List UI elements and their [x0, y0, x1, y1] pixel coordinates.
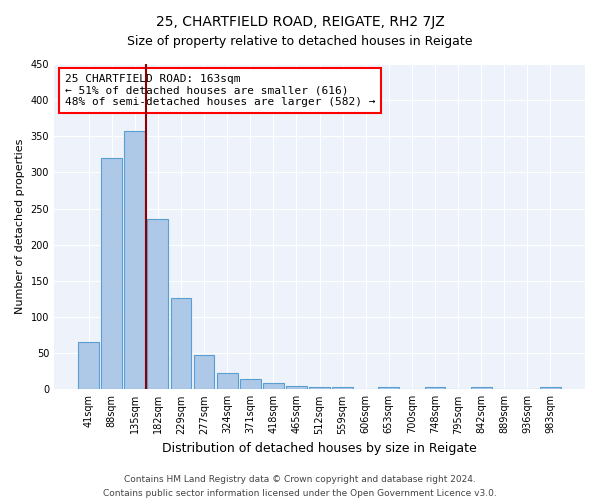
Bar [194, 356, 214, 390]
Text: Size of property relative to detached houses in Reigate: Size of property relative to detached ho… [127, 35, 473, 48]
X-axis label: Distribution of detached houses by size in Reigate: Distribution of detached houses by size … [162, 442, 477, 455]
Bar [78, 342, 99, 390]
Bar [217, 372, 238, 390]
Bar [332, 387, 353, 390]
Bar [148, 220, 168, 390]
Bar [379, 387, 399, 390]
Bar [101, 158, 122, 390]
Bar [240, 379, 260, 390]
Bar [425, 387, 445, 390]
Text: 25 CHARTFIELD ROAD: 163sqm
← 51% of detached houses are smaller (616)
48% of sem: 25 CHARTFIELD ROAD: 163sqm ← 51% of deta… [65, 74, 375, 107]
Bar [309, 387, 330, 390]
Y-axis label: Number of detached properties: Number of detached properties [15, 139, 25, 314]
Bar [286, 386, 307, 390]
Bar [471, 387, 491, 390]
Bar [124, 130, 145, 390]
Text: Contains HM Land Registry data © Crown copyright and database right 2024.
Contai: Contains HM Land Registry data © Crown c… [103, 476, 497, 498]
Bar [540, 387, 561, 390]
Bar [263, 383, 284, 390]
Bar [170, 298, 191, 390]
Text: 25, CHARTFIELD ROAD, REIGATE, RH2 7JZ: 25, CHARTFIELD ROAD, REIGATE, RH2 7JZ [155, 15, 445, 29]
